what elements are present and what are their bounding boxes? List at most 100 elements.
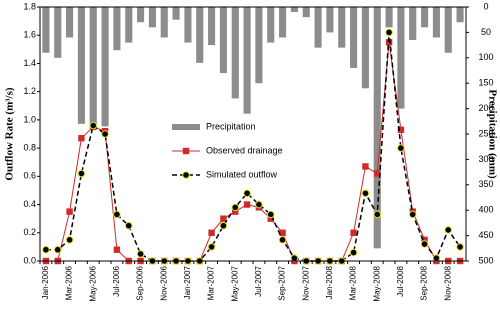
y2-tick-label: 500	[478, 255, 493, 265]
precip-bar	[101, 7, 109, 127]
precip-bar	[385, 7, 393, 28]
x-tick-label: Sep-2007	[278, 265, 287, 300]
legend-marker	[182, 171, 190, 179]
y-axis-title: Outflow Rate (m³/s)	[4, 87, 16, 180]
marker	[349, 248, 358, 257]
series-line	[45, 32, 461, 262]
x-tick-label: Jul-2008	[396, 265, 405, 296]
precip-bar	[137, 7, 145, 23]
y-tick-label: 0.2	[23, 227, 36, 237]
marker	[113, 246, 121, 253]
marker	[290, 254, 299, 262]
x-tick-label: Jan-2006	[41, 265, 50, 299]
precip-bar	[421, 7, 429, 28]
marker	[279, 229, 286, 236]
precip-bar	[444, 7, 452, 53]
x-tick-label: Mar-2008	[349, 265, 358, 300]
marker	[385, 28, 393, 37]
precip-bar	[409, 7, 417, 41]
x-tick-label: Sep-2006	[136, 265, 145, 300]
x-tick-label: Jan-2007	[183, 265, 192, 299]
legend-label: Precipitation	[206, 121, 256, 131]
marker	[101, 130, 109, 138]
marker	[374, 170, 381, 177]
marker	[77, 169, 86, 178]
marker	[266, 210, 275, 219]
precip-bar	[184, 7, 192, 43]
y-tick-label: 0.8	[23, 142, 36, 152]
marker	[232, 208, 239, 215]
legend-label: Observed drainage	[206, 145, 283, 155]
y-tick-label: 1.0	[23, 114, 36, 124]
marker	[373, 210, 382, 219]
precip-bar	[456, 7, 464, 23]
marker	[124, 221, 133, 230]
y2-tick-label: 350	[478, 179, 493, 189]
y-tick-label: 1.2	[23, 86, 36, 96]
precip-bar	[208, 7, 216, 46]
precip-bar	[160, 7, 168, 38]
y2-tick-label: 450	[478, 230, 493, 240]
precip-bar	[219, 7, 227, 74]
precip-bar	[432, 7, 440, 38]
marker	[220, 215, 227, 222]
precip-bar	[66, 7, 74, 38]
precip-bar	[196, 7, 204, 63]
precip-bar	[172, 7, 180, 20]
marker	[65, 236, 74, 244]
marker	[421, 236, 428, 244]
precip-bar	[290, 7, 298, 13]
marker	[362, 163, 369, 170]
precip-bar	[42, 7, 50, 53]
marker	[432, 254, 441, 262]
precip-bar	[255, 7, 263, 84]
y2-tick-label: 150	[478, 78, 493, 88]
precip-bar	[279, 7, 287, 38]
precip-bar	[231, 7, 239, 99]
marker	[397, 144, 405, 152]
marker	[219, 221, 228, 230]
y2-axis-title: Precipitation (mm)	[486, 89, 498, 179]
marker	[42, 245, 50, 254]
marker	[255, 200, 263, 209]
x-tick-label: Nov-2007	[301, 265, 310, 300]
precip-bar	[77, 7, 85, 124]
precip-bar	[373, 7, 381, 249]
y2-tick-label: 300	[478, 154, 493, 164]
y-tick-label: 1.4	[23, 58, 36, 68]
x-tick-label: Mar-2006	[65, 265, 74, 300]
marker	[66, 208, 73, 215]
marker	[267, 215, 274, 222]
y2-tick-label: 400	[478, 205, 493, 215]
x-tick-label: Mar-2007	[207, 265, 216, 300]
y-tick-label: 1.8	[23, 1, 36, 11]
precip-bar	[125, 7, 133, 43]
y-tick-label: 1.6	[23, 30, 36, 40]
y2-tick-label: 100	[478, 52, 493, 62]
x-tick-label: May-2008	[372, 265, 381, 301]
x-tick-label: Jul-2006	[112, 265, 121, 296]
x-tick-label: Jan-2008	[325, 265, 334, 299]
plot-frame	[39, 6, 467, 262]
y2-tick-label: 50	[481, 27, 491, 37]
x-tick-label: May-2007	[230, 265, 239, 301]
marker	[444, 226, 453, 234]
marker	[207, 243, 216, 251]
marker	[243, 189, 251, 198]
precip-bar	[113, 7, 121, 51]
marker	[361, 189, 370, 198]
y2-tick-label: 0	[483, 1, 488, 11]
legend-label: Simulated outflow	[206, 169, 278, 179]
y-tick-label: 0.6	[23, 171, 36, 181]
y2-tick-label: 250	[478, 128, 493, 138]
marker	[397, 126, 405, 133]
legend-swatch	[172, 124, 200, 130]
x-tick-label: Jul-2007	[254, 265, 263, 296]
marker	[385, 39, 393, 46]
precip-bar	[243, 7, 251, 114]
precip-bar	[361, 7, 369, 89]
y-tick-label: 0.4	[23, 199, 36, 209]
legend-marker	[182, 147, 190, 155]
precip-bar	[302, 7, 310, 18]
